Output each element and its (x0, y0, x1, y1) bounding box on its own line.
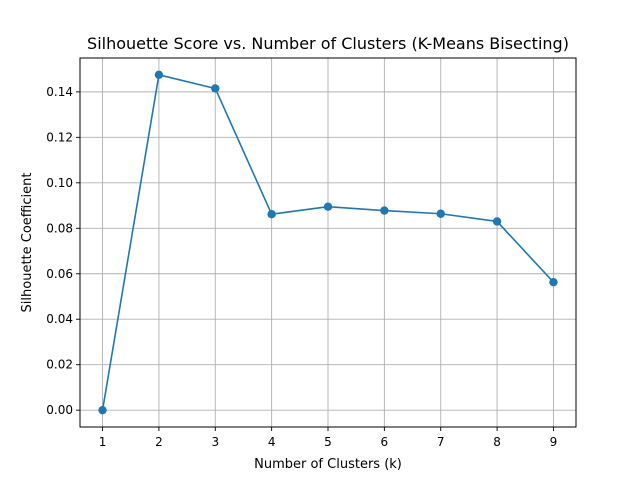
x-tick-label: 1 (99, 435, 107, 449)
x-tick-label: 4 (268, 435, 276, 449)
x-tick-label: 3 (211, 435, 219, 449)
chart-title: Silhouette Score vs. Number of Clusters … (87, 34, 569, 53)
y-tick-label: 0.04 (46, 312, 73, 326)
y-tick-label: 0.12 (46, 130, 73, 144)
data-point (380, 206, 389, 215)
plot-area (98, 70, 558, 415)
y-axis-label: Silhouette Coefficient (20, 173, 35, 313)
data-point (154, 70, 164, 80)
y-tick-label: 0.00 (46, 403, 73, 417)
data-point (492, 217, 502, 226)
data-point (211, 84, 220, 93)
x-axis-label: Number of Clusters (k) (254, 457, 402, 472)
x-axis-ticks: 1 2 3 4 5 6 7 8 9 (99, 427, 558, 449)
data-point (323, 202, 333, 211)
x-tick-label: 2 (155, 435, 163, 449)
x-tick-label: 5 (324, 435, 332, 449)
data-point (267, 209, 276, 219)
data-point (436, 209, 445, 218)
grid (80, 58, 576, 427)
y-tick-label: 0.06 (46, 267, 73, 281)
x-tick-label: 9 (550, 435, 558, 449)
x-tick-label: 7 (437, 435, 445, 449)
x-tick-label: 6 (381, 435, 389, 449)
data-point (98, 405, 107, 415)
y-tick-label: 0.10 (46, 176, 73, 190)
y-tick-label: 0.08 (46, 221, 73, 235)
y-tick-label: 0.02 (46, 358, 73, 372)
y-tick-label: 0.14 (46, 85, 73, 99)
x-tick-label: 8 (493, 435, 501, 449)
y-axis-ticks: 0.00 0.02 0.04 0.06 0.08 0.10 0.12 0.14 (46, 85, 80, 417)
data-point (549, 277, 558, 287)
